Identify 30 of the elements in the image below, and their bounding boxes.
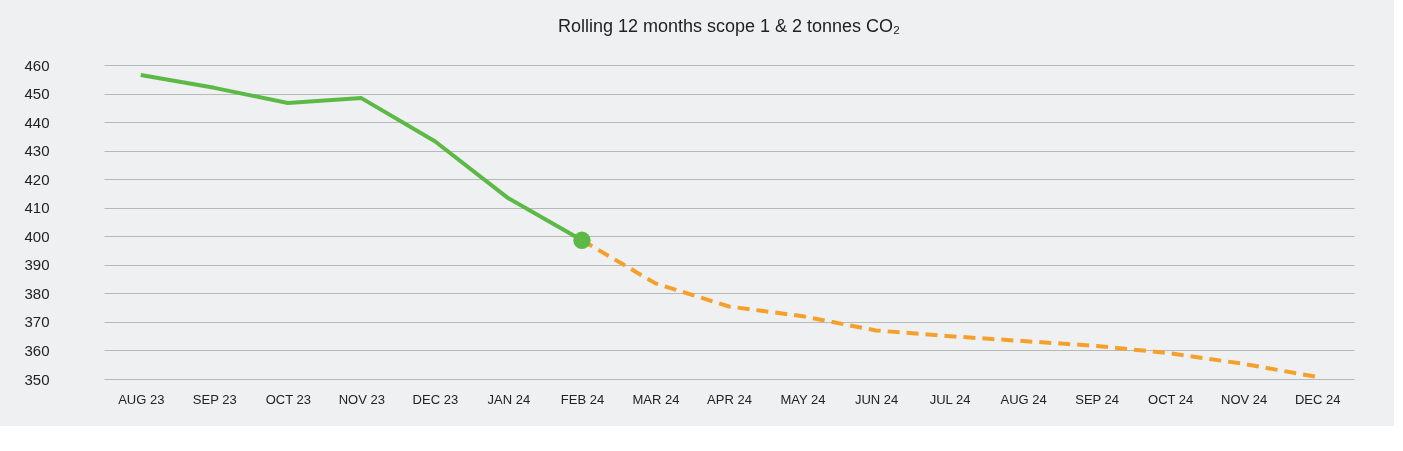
x-tick-label: SEP 23: [192, 391, 237, 407]
y-tick-label: 420: [24, 170, 50, 188]
x-tick-label: JAN 24: [487, 391, 531, 407]
x-tick-label: JUN 24: [854, 391, 899, 407]
x-tick-label: MAR 24: [632, 391, 680, 407]
x-tick-label: NOV 23: [338, 391, 385, 407]
x-tick-label: AUG 24: [1000, 391, 1047, 407]
x-tick-label: SEP 24: [1075, 391, 1120, 407]
x-tick-label: OCT 23: [265, 391, 311, 407]
x-tick-label: DEC 24: [1294, 391, 1341, 407]
y-tick-label: 410: [24, 199, 50, 217]
y-tick-label: 460: [24, 56, 50, 74]
y-tick-label: 440: [24, 113, 50, 131]
x-tick-label: MAY 24: [780, 391, 826, 407]
x-tick-label: NOV 24: [1221, 391, 1268, 407]
y-tick-label: 430: [24, 142, 50, 160]
x-tick-label: AUG 23: [118, 391, 165, 407]
y-tick-label: 350: [24, 370, 50, 388]
y-tick-label: 380: [24, 284, 50, 302]
x-tick-label: FEB 24: [560, 391, 605, 407]
chart-title: Rolling 12 months scope 1 & 2 tonnes CO₂: [557, 16, 901, 36]
y-tick-label: 390: [24, 256, 50, 274]
y-tick-label: 450: [24, 85, 50, 103]
y-tick-label: 360: [24, 341, 50, 359]
x-tick-label: DEC 23: [412, 391, 459, 407]
x-tick-label: APR 24: [707, 391, 752, 407]
x-tick-label: JUL 24: [929, 391, 971, 407]
y-tick-label: 400: [24, 227, 50, 245]
y-tick-label: 370: [24, 313, 50, 331]
x-tick-label: OCT 24: [1148, 391, 1194, 407]
